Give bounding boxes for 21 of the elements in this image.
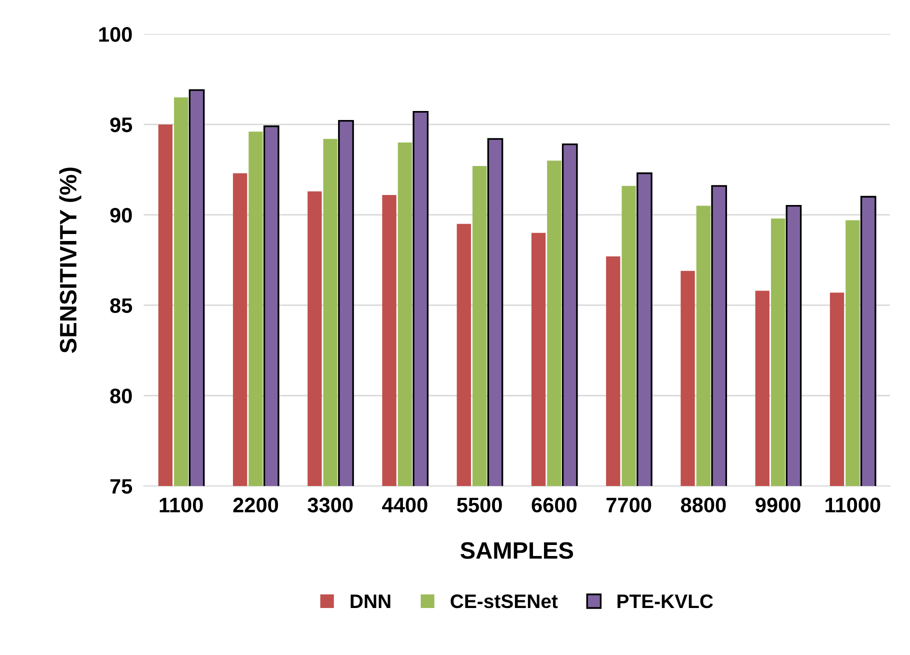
- legend-label: DNN: [350, 594, 390, 608]
- y-tick-label: 95: [110, 117, 132, 132]
- x-tick-label: 8800: [680, 498, 726, 512]
- x-tick-label: 6600: [532, 498, 577, 512]
- y-tick-label: 100: [99, 27, 132, 42]
- y-tick-label: 85: [110, 298, 132, 313]
- x-tick-label: 3300: [308, 498, 353, 512]
- x-tick-label: 5500: [457, 498, 502, 512]
- x-tick-label: 7700: [606, 498, 652, 512]
- x-tick-label: 4400: [382, 498, 428, 512]
- x-tick-label: 9900: [756, 498, 800, 512]
- x-tick-label: 11000: [826, 498, 880, 512]
- x-axis-title: SAMPLES: [460, 542, 574, 559]
- y-tick-label: 90: [110, 208, 132, 223]
- legend-label: CE-stSENet: [450, 594, 558, 608]
- y-tick-label: 75: [110, 479, 132, 494]
- legend-label: PTE-KVLC: [618, 594, 713, 608]
- y-tick-label: 80: [110, 388, 132, 404]
- x-tick-label: 1100: [160, 498, 203, 512]
- y-axis-title: SENSITIVITY (%): [59, 168, 82, 353]
- x-tick-label: 2200: [233, 498, 278, 512]
